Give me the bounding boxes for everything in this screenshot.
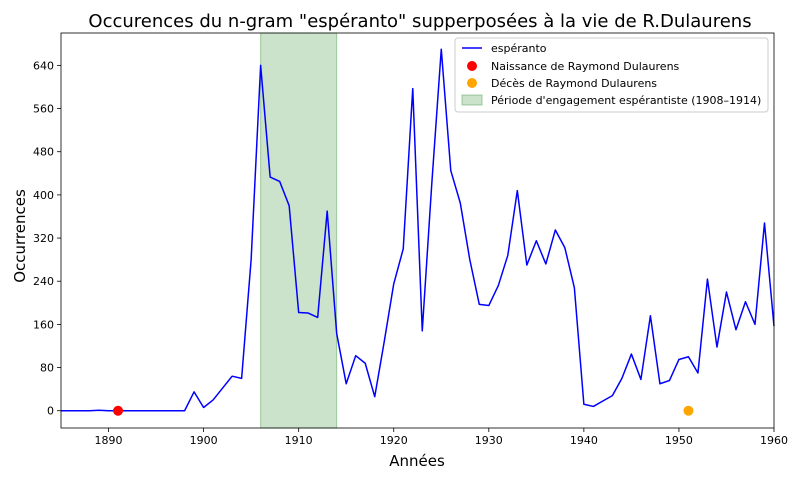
y-tick-label: 480 — [33, 146, 54, 159]
legend-label-birth: Naissance de Raymond Dulaurens — [491, 60, 680, 73]
plot-area — [61, 32, 775, 429]
x-tick-label: 1940 — [570, 434, 598, 447]
legend: espéranto Naissance de Raymond Dulaurens D… — [454, 37, 769, 113]
legend-patch-period — [461, 94, 483, 106]
y-tick-label: 640 — [33, 59, 54, 72]
legend-marker-death — [467, 78, 477, 88]
legend-box — [454, 37, 769, 113]
legend-label-period: Période d'engagement espérantiste (1908–… — [491, 94, 761, 107]
y-tick-label: 400 — [33, 189, 54, 202]
x-tick-label: 1950 — [665, 434, 693, 447]
y-tick-label: 240 — [33, 275, 54, 288]
y-axis-title: Occurrences — [11, 189, 29, 283]
plot-frame — [60, 32, 775, 429]
y-tick-label: 0 — [47, 405, 54, 418]
death-marker — [683, 405, 694, 416]
legend-label-death: Décès de Raymond Dulaurens — [491, 77, 657, 90]
x-tick-label: 1960 — [760, 434, 788, 447]
series-line-esperanto — [61, 48, 775, 412]
x-tick-label: 1910 — [285, 434, 313, 447]
birth-marker — [113, 405, 124, 416]
x-tick-label: 1900 — [190, 434, 218, 447]
axes: 1890 1900 1910 1920 1930 1940 1950 1960 0 80 160 24… — [33, 32, 788, 447]
y-tick-label: 320 — [33, 232, 54, 245]
x-tick-label: 1930 — [475, 434, 503, 447]
y-tick-label: 160 — [33, 318, 54, 331]
x-tick-label: 1890 — [95, 434, 123, 447]
chart-title: Occurences du n-gram "espéranto" supperp… — [88, 11, 751, 32]
legend-label-esperanto: espéranto — [491, 42, 547, 55]
x-axis-title: Années — [389, 452, 445, 470]
engagement-period-span — [260, 32, 338, 429]
legend-marker-birth — [467, 61, 477, 71]
y-tick-label: 560 — [33, 103, 54, 116]
x-tick-label: 1920 — [380, 434, 408, 447]
y-tick-label: 80 — [40, 362, 54, 375]
